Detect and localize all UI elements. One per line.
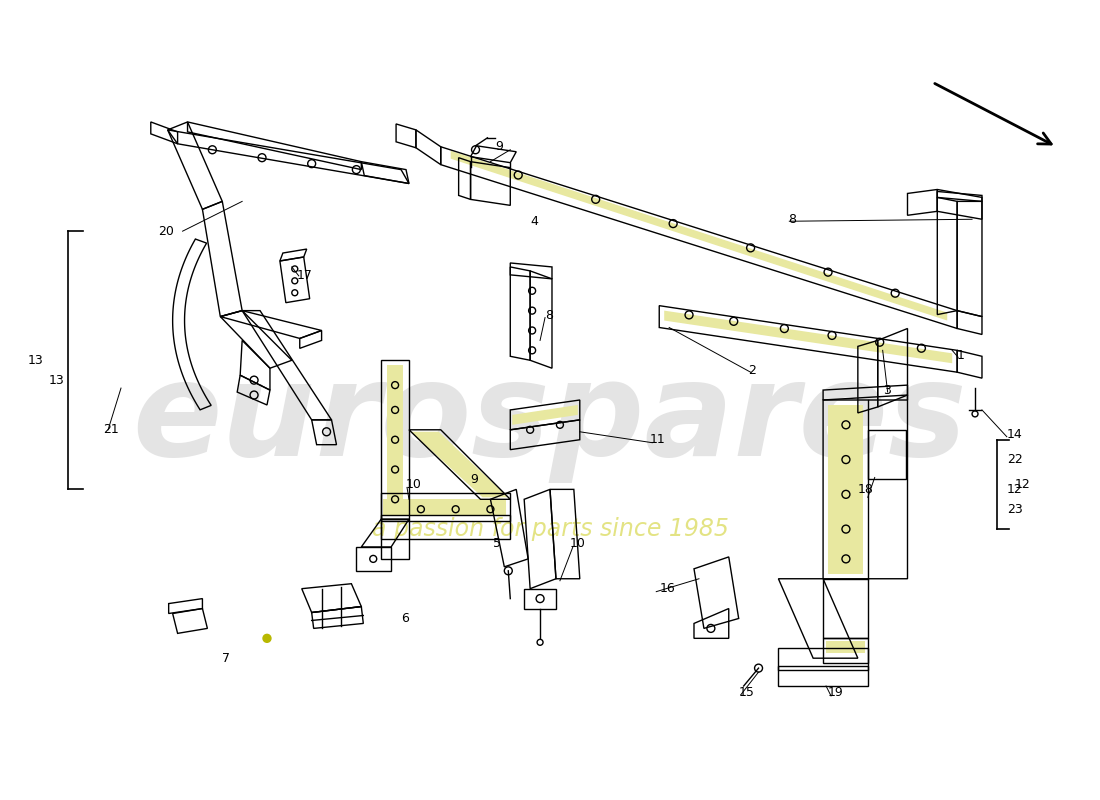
Polygon shape [451,150,947,321]
Text: 3: 3 [882,383,891,397]
Text: 8: 8 [544,309,553,322]
Text: 20: 20 [157,225,174,238]
Text: 6: 6 [402,612,409,625]
Text: 2: 2 [749,364,757,377]
Text: 22: 22 [1006,453,1023,466]
Text: 8: 8 [789,213,796,226]
Text: 14: 14 [1006,428,1023,442]
Text: 10: 10 [406,478,422,491]
Text: 23: 23 [1006,502,1023,516]
Text: 5: 5 [494,538,502,550]
Circle shape [263,634,271,642]
Text: 7: 7 [222,652,230,665]
Polygon shape [828,405,862,574]
Text: 16: 16 [659,582,675,595]
Text: 1: 1 [957,349,965,362]
Polygon shape [387,366,403,514]
Polygon shape [513,405,578,425]
Text: 11: 11 [649,434,666,446]
Text: 12: 12 [1006,483,1023,496]
Text: eurospares: eurospares [133,356,967,483]
Text: 9: 9 [495,140,504,154]
Text: 13: 13 [48,374,64,386]
Text: 15: 15 [739,686,755,699]
Text: 10: 10 [570,538,585,550]
Text: 4: 4 [530,214,538,228]
Polygon shape [383,499,506,515]
Polygon shape [664,310,953,363]
Polygon shape [826,642,865,654]
Text: 21: 21 [103,423,119,436]
Text: 9: 9 [471,473,478,486]
Text: 13: 13 [28,354,44,366]
Text: a passion for parts since 1985: a passion for parts since 1985 [372,517,728,541]
Text: 12: 12 [1014,478,1031,491]
Text: 19: 19 [828,686,844,699]
Text: 18: 18 [858,483,873,496]
Polygon shape [411,432,508,498]
Text: 17: 17 [297,270,312,282]
